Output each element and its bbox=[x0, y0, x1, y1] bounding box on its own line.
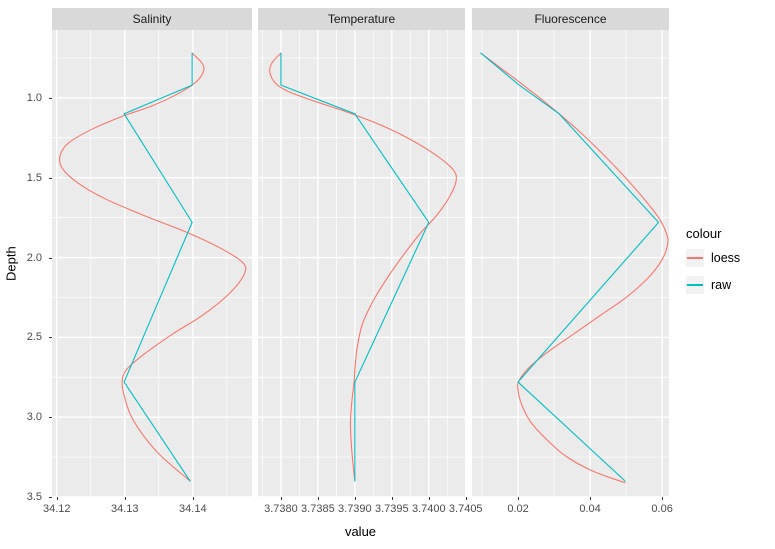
facet-strip-salinity: Salinity bbox=[52, 8, 252, 30]
x-tick-label: 3.7380 bbox=[264, 503, 298, 515]
raw-line bbox=[123, 52, 193, 482]
legend-key-raw bbox=[686, 276, 704, 294]
y-tick-mark bbox=[49, 97, 52, 99]
y-tick-label: 3.5 bbox=[26, 491, 42, 503]
raw-line-swatch-icon bbox=[687, 284, 703, 286]
panel-body-fluorescence bbox=[472, 30, 669, 497]
x-tick-label: 3.7405 bbox=[448, 503, 483, 515]
facet-panel-fluorescence: Fluorescence 0.02 0.04 0.06 bbox=[472, 8, 673, 515]
panel-body-temperature bbox=[258, 30, 465, 497]
x-tick-label: 34.14 bbox=[179, 503, 207, 515]
x-tick-label: 3.7400 bbox=[411, 503, 446, 515]
x-tick-label: 0.06 bbox=[651, 503, 673, 515]
legend-key-loess bbox=[686, 249, 704, 267]
x-tick-label: 3.7385 bbox=[301, 503, 335, 515]
x-tick-mark bbox=[391, 497, 393, 500]
panel-body-salinity bbox=[52, 30, 252, 497]
x-tick-mark bbox=[590, 497, 592, 500]
facet-strip-temperature: Temperature bbox=[258, 8, 465, 30]
panel-plot-salinity bbox=[52, 30, 252, 497]
y-tick-mark bbox=[49, 417, 52, 419]
x-tick-label: 3.7390 bbox=[338, 503, 372, 515]
loess-line bbox=[480, 52, 669, 484]
x-tick-label: 0.04 bbox=[579, 503, 601, 515]
y-tick-mark bbox=[49, 337, 52, 339]
x-tick-mark bbox=[465, 497, 467, 500]
y-tick-label: 1.5 bbox=[26, 171, 42, 184]
panel-plot-temperature bbox=[258, 30, 465, 497]
x-tick-label: 3.7395 bbox=[374, 503, 409, 515]
x-tick-mark bbox=[56, 497, 58, 500]
y-tick-label: 2.5 bbox=[26, 331, 42, 344]
x-axis-fluorescence: 0.02 0.04 0.06 bbox=[472, 497, 673, 527]
x-tick-label: 34.13 bbox=[111, 503, 139, 515]
x-tick-mark bbox=[280, 497, 282, 500]
x-tick-mark bbox=[124, 497, 126, 500]
y-tick-mark bbox=[49, 177, 52, 179]
y-axis: 1.0 1.5 2.0 2.5 3.0 3.5 bbox=[0, 30, 52, 503]
loess-line bbox=[59, 52, 247, 482]
legend-label-raw: raw bbox=[711, 278, 732, 292]
x-tick-label: 34.12 bbox=[42, 503, 71, 515]
facet-panel-salinity: Salinity 34.12 34.13 34.14 bbox=[43, 8, 252, 515]
legend: colour loess raw bbox=[686, 226, 774, 303]
loess-line-swatch-icon bbox=[687, 257, 703, 259]
facet-panel-temperature: Temperature 3.7380 3.7385 3.7390 3.7395 3.74… bbox=[258, 8, 483, 515]
x-axis-temperature: 3.7380 3.7385 3.7390 3.7395 3.7400 3.7405 bbox=[258, 497, 483, 527]
y-tick-mark bbox=[49, 257, 52, 259]
y-tick-label: 1.0 bbox=[26, 91, 42, 104]
y-tick-mark bbox=[49, 497, 52, 498]
x-axis-salinity: 34.12 34.13 34.14 bbox=[43, 497, 252, 527]
panel-plot-fluorescence bbox=[472, 30, 669, 497]
x-tick-mark bbox=[428, 497, 430, 500]
x-tick-mark bbox=[354, 497, 356, 500]
facet-strip-fluorescence: Fluorescence bbox=[472, 8, 669, 30]
y-tick-label: 3.0 bbox=[26, 411, 42, 424]
x-tick-mark bbox=[662, 497, 664, 500]
legend-item-loess: loess bbox=[686, 249, 774, 267]
loess-line bbox=[269, 52, 457, 482]
x-tick-mark bbox=[192, 497, 194, 500]
raw-line bbox=[480, 52, 660, 482]
y-tick-label: 2.0 bbox=[26, 251, 42, 264]
x-tick-mark bbox=[518, 497, 520, 500]
legend-item-raw: raw bbox=[686, 276, 774, 294]
raw-line bbox=[280, 52, 430, 482]
legend-label-loess: loess bbox=[711, 251, 741, 265]
x-tick-label: 0.02 bbox=[507, 503, 529, 515]
x-axis-title: value bbox=[344, 524, 377, 539]
x-tick-mark bbox=[317, 497, 319, 500]
legend-title: colour bbox=[686, 226, 722, 241]
